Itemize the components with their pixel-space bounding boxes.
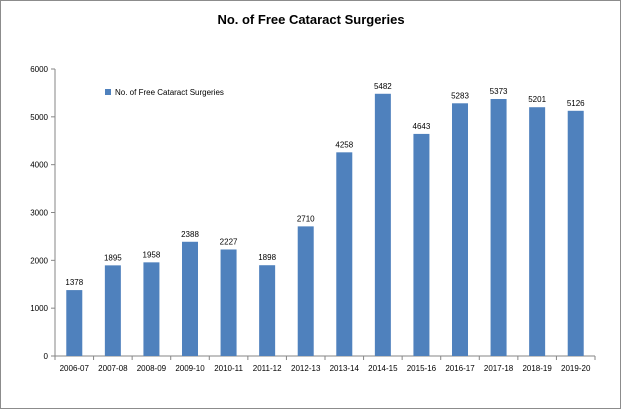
- x-tick-label: 2015-16: [407, 364, 437, 373]
- bar-value-label: 5126: [567, 99, 585, 108]
- y-tick-label: 5000: [30, 113, 48, 122]
- legend-label: No. of Free Cataract Surgeries: [115, 88, 224, 97]
- x-tick-label: 2010-11: [214, 364, 243, 373]
- x-tick-label: 2006-07: [60, 364, 90, 373]
- legend-swatch: [105, 89, 111, 95]
- bar-value-label: 5283: [451, 91, 469, 100]
- x-tick-label: 2018-19: [522, 364, 552, 373]
- bar: [413, 133, 430, 356]
- y-tick-label: 6000: [30, 65, 48, 74]
- bar: [452, 103, 468, 356]
- bar: [143, 262, 160, 356]
- bar-value-label: 5482: [374, 82, 392, 91]
- x-tick-label: 2016-17: [445, 364, 475, 373]
- bar-value-label: 2388: [181, 230, 199, 239]
- bar: [490, 98, 507, 356]
- bar: [259, 265, 276, 356]
- chart-title: No. of Free Cataract Surgeries: [217, 12, 404, 27]
- bar-value-label: 2227: [220, 237, 238, 246]
- y-tick-label: 3000: [30, 209, 48, 218]
- bar: [336, 152, 353, 356]
- x-tick-label: 2009-10: [175, 364, 205, 373]
- bar-value-label: 1898: [258, 253, 276, 262]
- x-tick-label: 2012-13: [291, 364, 321, 373]
- bar-value-label: 4258: [335, 140, 353, 149]
- x-tick-label: 2011-12: [253, 364, 282, 373]
- bar: [529, 107, 546, 356]
- bar-value-label: 2710: [297, 214, 315, 223]
- x-tick-label: 2014-15: [368, 364, 398, 373]
- y-tick-label: 4000: [30, 161, 48, 170]
- y-tick-label: 0: [44, 352, 49, 361]
- y-tick-label: 1000: [30, 304, 48, 313]
- bar: [374, 93, 391, 357]
- bar: [104, 265, 121, 356]
- x-tick-label: 2013-14: [330, 364, 360, 373]
- axes: 0 1000 2000 3000 4000 5000 6000 2006-07 2007-08 2…: [30, 65, 596, 373]
- bar-value-label: 5201: [528, 95, 546, 104]
- bar: [297, 226, 314, 356]
- bar: [567, 110, 584, 356]
- bar: [66, 290, 83, 356]
- bar: [182, 241, 198, 356]
- bar-value-label: 1895: [104, 253, 122, 262]
- y-tick-label: 2000: [30, 256, 48, 265]
- bar-value-label: 4643: [413, 122, 431, 131]
- x-tick-label: 2007-08: [98, 364, 128, 373]
- bar-value-label: 5373: [490, 87, 508, 96]
- bar-value-label: 1958: [143, 250, 161, 259]
- bar-value-label: 1378: [65, 278, 83, 287]
- legend: No. of Free Cataract Surgeries: [105, 88, 224, 97]
- x-tick-label: 2017-18: [484, 364, 514, 373]
- bar: [220, 249, 237, 356]
- bars: 1378 1895 1958 2388 2227 1898 2710 4258 5482 4643…: [65, 82, 585, 357]
- x-tick-label: 2008-09: [137, 364, 167, 373]
- x-tick-label: 2019-20: [561, 364, 591, 373]
